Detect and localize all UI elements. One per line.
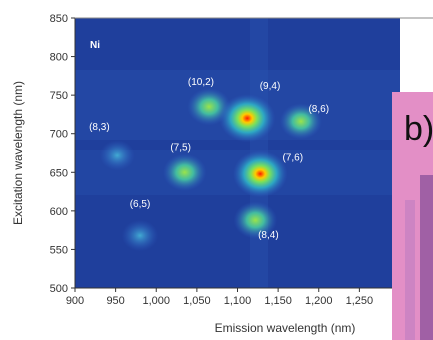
inset-panel: b)	[392, 92, 433, 340]
y-tick-label: 700	[50, 129, 68, 141]
peak-labels: (10,2) (9,4) (8,6) (8,3) (7,5) (7,6) (6,5) (8,4…	[89, 77, 329, 241]
peak-label: (8,6)	[308, 104, 329, 115]
x-tick-label: 900	[66, 295, 84, 307]
peak-label: (10,2)	[188, 77, 214, 88]
x-tick-label: 1,000	[142, 295, 170, 307]
y-tick-label: 750	[50, 90, 68, 102]
x-tick-label: 1,100	[224, 295, 252, 307]
peak-spot	[162, 153, 207, 191]
panel-label: Ni	[90, 40, 100, 51]
y-tick-label: 550	[50, 244, 68, 256]
x-tick-label: 1,150	[264, 295, 292, 307]
y-tick-label: 600	[50, 206, 68, 218]
peak-label: (8,4)	[258, 230, 279, 241]
x-tick-group: 900 950 1,000 1,050 1,100 1,150 1,200 1,250	[66, 288, 373, 307]
peak-spot	[233, 201, 278, 239]
x-axis-label: Emission wavelength (nm)	[215, 321, 356, 335]
x-tick-label: 1,250	[346, 295, 374, 307]
peak-label: (7,6)	[282, 153, 303, 164]
x-tick-label: 1,200	[305, 295, 333, 307]
y-tick-label: 500	[50, 283, 68, 295]
peak-spot	[279, 103, 322, 140]
y-axis-label: Excitation wavelength (nm)	[11, 81, 25, 225]
y-tick-label: 650	[50, 167, 68, 179]
x-tick-label: 1,050	[183, 295, 211, 307]
y-tick-group: 500 550 600 650 700 750 800 850	[50, 13, 75, 295]
peak-label: (9,4)	[260, 81, 281, 92]
inset-label: b)	[404, 110, 433, 148]
peak-spot	[219, 94, 276, 143]
peak-label: (7,5)	[170, 143, 191, 154]
peak-spot	[99, 140, 135, 171]
y-tick-label: 850	[50, 13, 68, 25]
y-tick-label: 800	[50, 52, 68, 64]
peak-spot	[121, 219, 159, 252]
peaks-layer	[99, 88, 322, 252]
peak-spot	[232, 150, 288, 198]
peak-label: (6,5)	[130, 199, 151, 210]
peak-label: (8,3)	[89, 122, 110, 133]
x-tick-label: 950	[106, 295, 124, 307]
